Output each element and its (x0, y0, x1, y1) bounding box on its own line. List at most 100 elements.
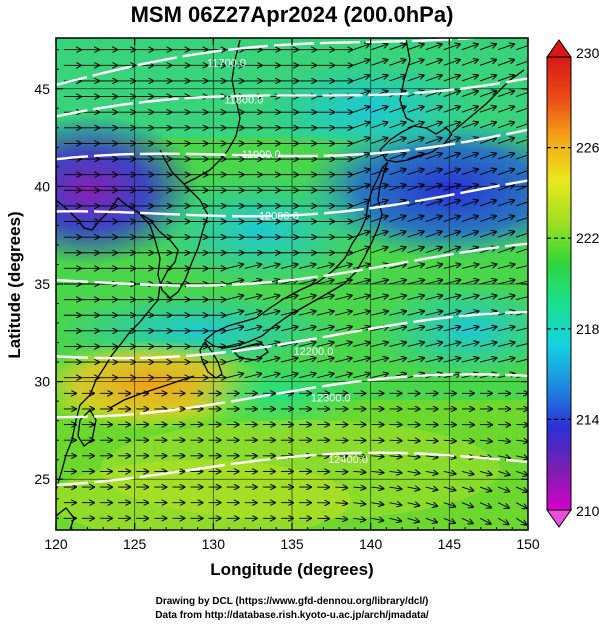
y-tick-label: 30 (34, 374, 50, 390)
wind-arrow (389, 518, 402, 521)
grid-lines (56, 38, 528, 530)
wind-arrow (443, 342, 460, 347)
wind-arrow (461, 487, 473, 491)
wind-arrow (407, 358, 424, 363)
coastline-kyushu (199, 340, 223, 379)
wind-arrow (353, 122, 369, 129)
wind-arrow (443, 280, 460, 285)
wind-arrow (353, 518, 365, 520)
wind-arrow (516, 60, 528, 66)
wind-arrow (371, 44, 387, 51)
wind-arrow (389, 456, 402, 457)
wind-arrow (353, 311, 369, 316)
wind-arrow (407, 75, 424, 82)
wind-arrow (497, 327, 514, 332)
coastline-shikoku (230, 343, 269, 361)
wind-arrow (353, 138, 369, 144)
wind-arrow (244, 264, 261, 269)
wind-arrow (226, 342, 243, 347)
height-contour-label: 12400.0 (328, 454, 368, 466)
y-tick-label: 40 (34, 178, 50, 194)
wind-arrow (461, 264, 478, 269)
wind-arrow (389, 471, 402, 473)
wind-arrow (389, 440, 402, 441)
wind-arrow (516, 456, 528, 459)
wind-arrow (461, 502, 473, 507)
x-axis-title: Longitude (degrees) (210, 560, 373, 579)
wind-arrow (280, 358, 297, 363)
wind-arrow (371, 358, 387, 363)
wind-arrow (371, 311, 387, 316)
wind-arrow (425, 280, 442, 285)
coastline-honshu (203, 161, 389, 349)
wind-arrow (479, 107, 496, 113)
wind-arrow (335, 311, 351, 316)
y-tick-label: 35 (34, 276, 50, 292)
wind-arrow (262, 374, 279, 379)
coastline-ryukyu (109, 375, 195, 409)
wind-arrow (461, 200, 478, 207)
wind-arrow (497, 138, 514, 144)
wind-arrow (479, 295, 496, 301)
wind-arrow (407, 311, 424, 316)
wind-arrow (244, 295, 261, 301)
wind-arrow (443, 311, 460, 316)
wind-arrow (516, 280, 528, 285)
wind-arrow (497, 247, 514, 254)
wind-arrow (479, 44, 496, 51)
wind-arrow (317, 374, 333, 379)
wind-arrow (371, 471, 383, 472)
wind-arrow (497, 295, 514, 301)
wind-arrow (479, 440, 492, 441)
wind-arrow (498, 456, 510, 458)
coastline-korea (137, 149, 209, 299)
wind-arrow (317, 264, 333, 269)
colorbar-tick-label: 210 (576, 503, 599, 519)
wind-arrow (443, 295, 460, 301)
coastline-hokkaido (379, 125, 453, 163)
wind-arrow (407, 216, 424, 222)
wind-arrow (407, 122, 424, 129)
wind-arrow (335, 518, 347, 519)
wind-arrow (353, 471, 365, 472)
wind-arrow (516, 486, 527, 492)
wind-arrow (407, 169, 424, 176)
y-tick-label: 25 (34, 471, 50, 487)
wind-arrow (516, 122, 528, 129)
wind-arrow (262, 264, 279, 269)
wind-arrow (516, 471, 527, 475)
wind-arrow (226, 374, 243, 379)
coastline-taiwan (77, 408, 97, 447)
wind-arrow (226, 311, 243, 316)
wind-arrow (407, 138, 424, 144)
wind-arrow (443, 107, 460, 113)
wind-arrow (407, 264, 424, 269)
wind-arrow (443, 60, 460, 66)
wind-arrow (425, 295, 442, 301)
wind-arrow (244, 374, 261, 379)
wind-arrow (389, 247, 406, 254)
wind-arrow (516, 169, 528, 176)
wind-arrow (516, 153, 528, 160)
wind-arrow (389, 153, 406, 160)
wind-arrow (516, 185, 528, 191)
wind-arrow (371, 75, 387, 82)
wind-arrow (407, 44, 424, 51)
wind-arrow (497, 216, 514, 222)
wind-arrow (461, 216, 478, 222)
wind-arrow (479, 138, 496, 144)
wind-arrow (425, 327, 442, 332)
wind-arrow (425, 107, 442, 113)
wind-arrow (353, 358, 369, 363)
x-tick-label: 150 (516, 536, 540, 552)
wind-arrow (443, 44, 460, 51)
wind-arrow (389, 311, 406, 316)
height-contour-label: 11800.0 (224, 95, 263, 107)
wind-arrow (226, 280, 243, 285)
wind-arrow (407, 471, 420, 473)
wind-arrow (371, 487, 383, 489)
wind-arrow (371, 153, 387, 160)
wind-arrow (389, 216, 406, 222)
wind-arrow (443, 200, 460, 207)
height-contour-line (56, 451, 528, 487)
